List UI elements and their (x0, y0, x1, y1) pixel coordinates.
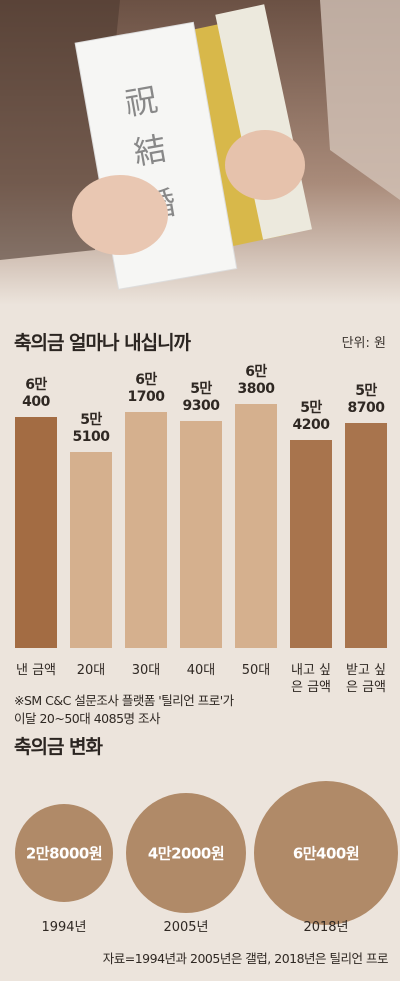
x-tick-label: 50대 (241, 663, 271, 678)
note-line: ※SM C&C 설문조사 플랫폼 '틸리언 프로'가 (14, 693, 234, 708)
x-tick-label: 40대 (186, 663, 216, 678)
bar-chart: 6만 400 낸 금액 5만 5100 20대 6만 1700 30대 5만 9300 40대… (15, 363, 387, 695)
x-tick-label: 30대 (131, 663, 161, 678)
envelope-char: 結 (131, 129, 169, 172)
x-tick-label: 1994년 (41, 920, 87, 935)
value-label: 5만 9300 (182, 380, 220, 414)
value-label: 6만 400 (22, 376, 50, 410)
bar (235, 403, 277, 648)
bar (290, 440, 332, 648)
bubble (14, 803, 113, 902)
note: ※SM C&C 설문조사 플랫폼 '틸리언 프로'가 이달 20~50대 408… (14, 692, 234, 728)
sleeve (320, 0, 400, 200)
hand (225, 130, 305, 200)
bar (345, 423, 387, 648)
photo: 祝 結 婚 (0, 0, 400, 305)
bubble (125, 792, 247, 914)
value-label: 5만 5100 (72, 412, 110, 446)
x-tick-label: 2005년 (163, 920, 209, 935)
value-label: 2만8000원 (25, 844, 103, 863)
x-tick-label: 20대 (76, 663, 106, 678)
note-line: 이달 20~50대 4085명 조사 (14, 711, 161, 726)
chart-title: 축의금 얼마나 내십니까 (14, 332, 191, 354)
x-tick-label: 받고 싶은 금액 (345, 663, 386, 695)
value-label: 5만 8700 (347, 383, 385, 417)
value-label: 4만2000원 (147, 844, 225, 863)
bar (15, 416, 57, 648)
bar (70, 452, 112, 648)
bubble (254, 781, 398, 925)
unit: 단위: 원 (341, 336, 386, 351)
value-label: 6만400원 (292, 844, 360, 863)
x-tick-label: 내고 싶은 금액 (290, 663, 331, 695)
hand (72, 175, 168, 255)
value-label: 5만 4200 (292, 400, 330, 434)
value-label: 6만 3800 (237, 363, 275, 397)
envelope-char: 祝 (122, 80, 160, 123)
source: 자료=1994년과 2005년은 갤럽, 2018년은 틸리언 프로 (102, 951, 389, 966)
bar (180, 420, 222, 648)
x-tick-label: 낸 금액 (15, 663, 56, 678)
bar (125, 411, 167, 648)
value-label: 6만 1700 (127, 371, 165, 405)
x-tick-label: 2018년 (303, 920, 349, 935)
chart-title: 축의금 변화 (14, 736, 103, 758)
